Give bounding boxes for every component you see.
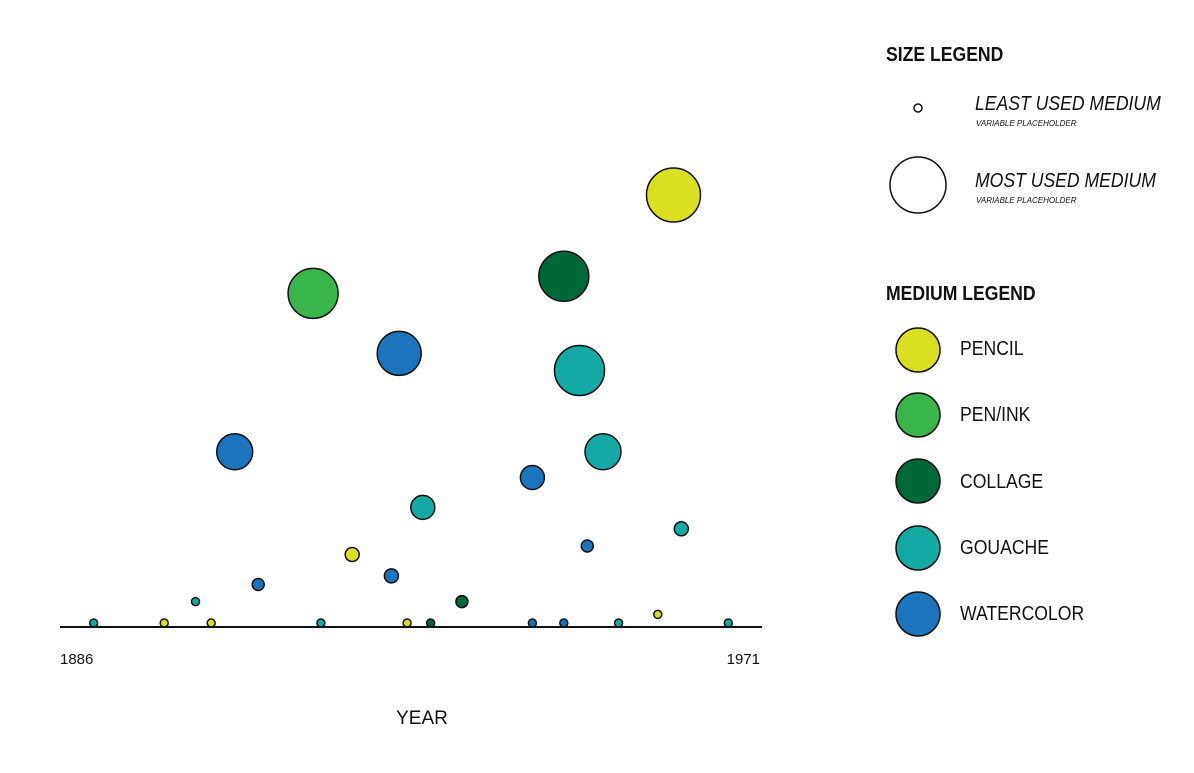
medium-legend-swatch-gouache — [895, 525, 941, 571]
data-point-watercolor — [527, 618, 538, 628]
data-point-gouache — [673, 521, 690, 537]
data-point-watercolor — [580, 539, 595, 553]
medium-legend-swatch-pen-ink — [895, 392, 941, 438]
data-point-gouache — [584, 433, 622, 471]
x-tick-label-start: 1886 — [60, 651, 93, 668]
data-point-gouache — [553, 344, 606, 397]
medium-legend-label-watercolor: WATERCOLOR — [960, 603, 1085, 625]
medium-legend-title: MEDIUM LEGEND — [886, 283, 1036, 305]
data-point-pen-ink — [287, 267, 339, 320]
data-point-watercolor — [251, 577, 265, 592]
data-point-pencil — [344, 546, 360, 563]
data-point-pencil — [645, 167, 702, 223]
medium-legend-label-pen-ink: PEN/INK — [960, 404, 1031, 426]
medium-legend-swatches — [895, 327, 941, 637]
data-point-gouache — [190, 596, 201, 607]
data-point-pencil — [402, 618, 412, 628]
data-point-pencil — [653, 609, 663, 620]
data-points — [88, 167, 734, 628]
size-legend-most-sublabel: VARIABLE PLACEHOLDER — [976, 196, 1077, 205]
data-point-gouache — [410, 494, 436, 521]
data-point-watercolor — [519, 464, 546, 491]
size-legend-small-circle — [913, 103, 923, 113]
data-point-gouache — [316, 618, 326, 628]
data-point-watercolor — [559, 618, 569, 628]
data-point-collage — [455, 594, 469, 609]
data-point-pencil — [159, 618, 169, 628]
x-axis-title: YEAR — [396, 708, 448, 729]
size-legend-least-sublabel: VARIABLE PLACEHOLDER — [976, 119, 1077, 128]
medium-legend-label-collage: COLLAGE — [960, 471, 1044, 493]
medium-legend-swatch-pencil — [895, 327, 941, 373]
medium-legend-label-gouache: GOUACHE — [960, 537, 1049, 559]
data-point-watercolor — [215, 433, 254, 471]
size-legend-most-label: MOST USED MEDIUM — [975, 170, 1156, 192]
medium-legend-label-pencil: PENCIL — [960, 338, 1024, 360]
data-point-gouache — [88, 618, 99, 628]
medium-legend-swatch-watercolor — [895, 591, 941, 637]
x-tick-label-end: 1971 — [727, 651, 760, 668]
data-point-gouache — [723, 618, 734, 628]
size-legend-large-circle — [889, 156, 947, 214]
data-point-gouache — [613, 618, 624, 628]
size-legend-title: SIZE LEGEND — [886, 44, 1004, 66]
data-point-collage — [538, 250, 590, 303]
data-point-collage — [425, 618, 436, 628]
medium-legend-swatch-collage — [895, 458, 941, 504]
data-point-pencil — [206, 618, 216, 628]
data-point-watercolor — [383, 568, 400, 584]
data-point-watercolor — [376, 330, 422, 377]
size-legend-least-label: LEAST USED MEDIUM — [975, 93, 1161, 115]
